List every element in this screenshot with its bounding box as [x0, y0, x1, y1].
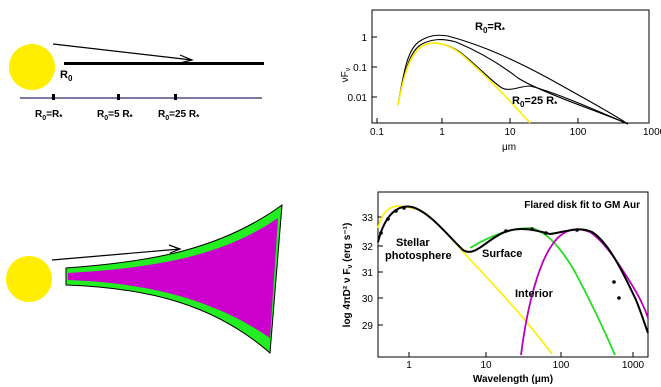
label-photosphere: photosphere [385, 250, 452, 262]
star-icon [9, 44, 55, 90]
bottom-left-flared-disk [6, 203, 283, 355]
data-point [504, 229, 508, 233]
scale-tick-1 [52, 94, 55, 100]
plot-frame-2 [377, 191, 649, 358]
star-icon-2 [6, 256, 52, 302]
y-tick-30: 30 [362, 294, 374, 305]
sed-curve-r0-25 [397, 42, 629, 125]
top-left-schematic: R0 R0=R* R0=5 R* R0=25 R* [9, 43, 264, 122]
x-tick-3: 10 [504, 127, 516, 138]
r0-label: R0 [60, 69, 73, 83]
thin-disk [64, 62, 264, 65]
data-point [394, 209, 398, 213]
y-axis-label-2: log 4πD² ν Fν (erg s⁻¹) [342, 223, 354, 328]
y-axis-label: νFν [340, 67, 352, 82]
arrow-head-icon-2 [168, 244, 182, 254]
label-stellar: Stellar [396, 237, 430, 249]
data-point [386, 217, 390, 221]
stellar-photosphere-curve [397, 42, 531, 124]
data-point [544, 231, 548, 235]
x-axis-label-2: Wavelength (μm) [473, 374, 553, 385]
y-tick-3: 0.01 [348, 93, 368, 104]
sed-curve-r0-1 [397, 34, 629, 125]
data-point [402, 206, 406, 210]
y-tick-2: 0.1 [353, 63, 367, 74]
y-tick-33: 33 [362, 213, 374, 224]
y-tick-32: 32 [362, 242, 374, 253]
y-tick-1: 1 [361, 33, 367, 44]
label-interior: Interior [515, 288, 554, 300]
x-tick-10um: 10 [480, 360, 492, 371]
ray-arrow [52, 43, 193, 61]
x-tick-100um: 100 [553, 360, 570, 371]
x-tick-1: 0.1 [370, 127, 384, 138]
x-tick-1um: 1 [406, 360, 412, 371]
data-point [575, 228, 579, 232]
bottom-right-gm-aur-plot: 33 32 31 30 29 1 10 100 1000 log 4πD² ν … [342, 191, 649, 385]
sed-curve-r0-5 [397, 39, 629, 125]
y-tick-31: 31 [362, 268, 374, 279]
scale-tick-2 [117, 94, 120, 100]
marker-label-1: R0=R* [35, 109, 63, 122]
scale-tick-3 [174, 94, 177, 100]
x-tick-2: 1 [439, 127, 445, 138]
data-point [612, 280, 616, 284]
x-tick-5: 1000 [643, 127, 661, 138]
x-tick-4: 100 [570, 127, 587, 138]
data-point [379, 231, 383, 235]
plot-title: Flared disk fit to GM Aur [524, 200, 640, 211]
marker-label-3: R0=25 R* [158, 109, 200, 122]
label-surface: Surface [482, 248, 522, 260]
annotation-r0-25: R0=25 R* [512, 95, 558, 109]
disk-interior-layer [68, 218, 278, 338]
top-right-sed-plot: 1 0.1 0.01 0.1 1 10 100 1000 νFν μm R0=R… [340, 9, 661, 153]
y-tick-29: 29 [362, 321, 374, 332]
plot-frame [371, 9, 650, 124]
total-sed-curve [377, 205, 649, 334]
data-point [617, 296, 621, 300]
marker-label-2: R0=5 R* [97, 109, 134, 122]
data-point [530, 227, 534, 231]
x-tick-1000um: 1000 [622, 360, 645, 371]
ray-arrow-2 [51, 248, 181, 261]
x-axis-label: μm [502, 142, 516, 153]
annotation-r0-r-star: R0=R* [475, 21, 506, 35]
